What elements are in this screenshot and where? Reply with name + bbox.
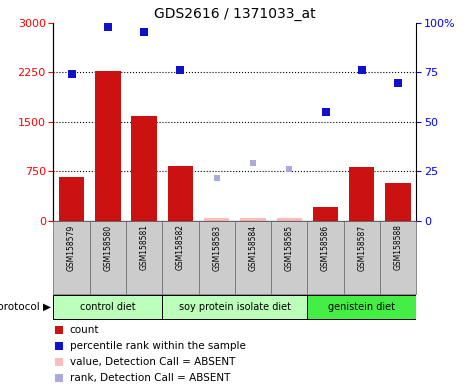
Text: GSM158581: GSM158581 (140, 224, 149, 270)
Bar (313, 207, 338, 221)
Text: GSM158582: GSM158582 (176, 224, 185, 270)
Bar (380, 221, 416, 294)
Bar (168, 166, 193, 221)
Text: control diet: control diet (80, 302, 136, 312)
Text: GSM158585: GSM158585 (285, 224, 294, 271)
Title: GDS2616 / 1371033_at: GDS2616 / 1371033_at (154, 7, 316, 21)
Bar (90, 221, 126, 294)
Bar (385, 183, 411, 221)
Text: GSM158587: GSM158587 (357, 224, 366, 271)
Bar (132, 116, 157, 221)
Bar (59, 177, 84, 221)
Bar (126, 221, 162, 294)
Text: GSM158580: GSM158580 (103, 224, 113, 271)
Bar (53, 221, 90, 294)
Bar (307, 221, 344, 294)
Bar (162, 295, 307, 319)
Text: GSM158586: GSM158586 (321, 224, 330, 271)
Text: GSM158588: GSM158588 (393, 224, 403, 270)
Text: percentile rank within the sample: percentile rank within the sample (70, 341, 246, 351)
Text: GSM158584: GSM158584 (248, 224, 258, 271)
Bar (199, 221, 235, 294)
Text: GSM158583: GSM158583 (212, 224, 221, 271)
Text: value, Detection Call = ABSENT: value, Detection Call = ABSENT (70, 357, 235, 367)
Bar (240, 217, 266, 221)
Text: GSM158579: GSM158579 (67, 224, 76, 271)
Bar (235, 221, 271, 294)
Text: genistein diet: genistein diet (328, 302, 395, 312)
Bar (344, 221, 380, 294)
Bar (204, 217, 229, 221)
Bar (271, 221, 307, 294)
Text: count: count (70, 325, 100, 335)
Bar (349, 167, 374, 221)
Text: soy protein isolate diet: soy protein isolate diet (179, 302, 291, 312)
Bar (162, 221, 199, 294)
Bar (277, 217, 302, 221)
Bar (307, 295, 416, 319)
Bar (53, 295, 162, 319)
Text: rank, Detection Call = ABSENT: rank, Detection Call = ABSENT (70, 372, 230, 383)
Text: protocol ▶: protocol ▶ (0, 302, 51, 312)
Bar (95, 71, 120, 221)
